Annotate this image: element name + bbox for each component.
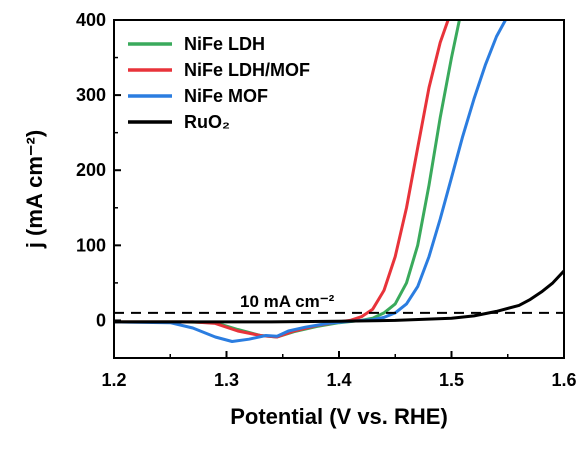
y-axis-title: j (mA cm⁻²) [22, 130, 47, 249]
y-tick-label: 100 [76, 235, 106, 255]
y-tick-label: 400 [76, 10, 106, 30]
legend: NiFe LDH NiFe LDH/MOF NiFe MOF RuO₂ [128, 34, 310, 132]
x-axis: 1.2 1.3 1.4 1.5 1.6 [101, 351, 577, 390]
legend-label: NiFe LDH/MOF [184, 60, 310, 80]
x-tick-label: 1.6 [551, 370, 576, 390]
legend-label: RuO₂ [184, 112, 230, 132]
x-tick-label: 1.4 [326, 370, 351, 390]
x-tick-label: 1.2 [101, 370, 126, 390]
x-axis-title: Potential (V vs. RHE) [230, 404, 448, 429]
y-tick-label: 300 [76, 85, 106, 105]
y-tick-label: 200 [76, 160, 106, 180]
series-line-3 [114, 269, 564, 324]
y-axis: 0 100 200 300 400 [76, 10, 121, 330]
plot-frame [113, 19, 565, 359]
legend-label: NiFe MOF [184, 86, 268, 106]
reference-line-label: 10 mA cm⁻² [240, 292, 335, 311]
x-tick-label: 1.5 [439, 370, 464, 390]
series-layer [114, 20, 564, 343]
legend-label: NiFe LDH [184, 34, 265, 54]
x-tick-label: 1.3 [214, 370, 239, 390]
y-tick-label: 0 [96, 310, 106, 330]
